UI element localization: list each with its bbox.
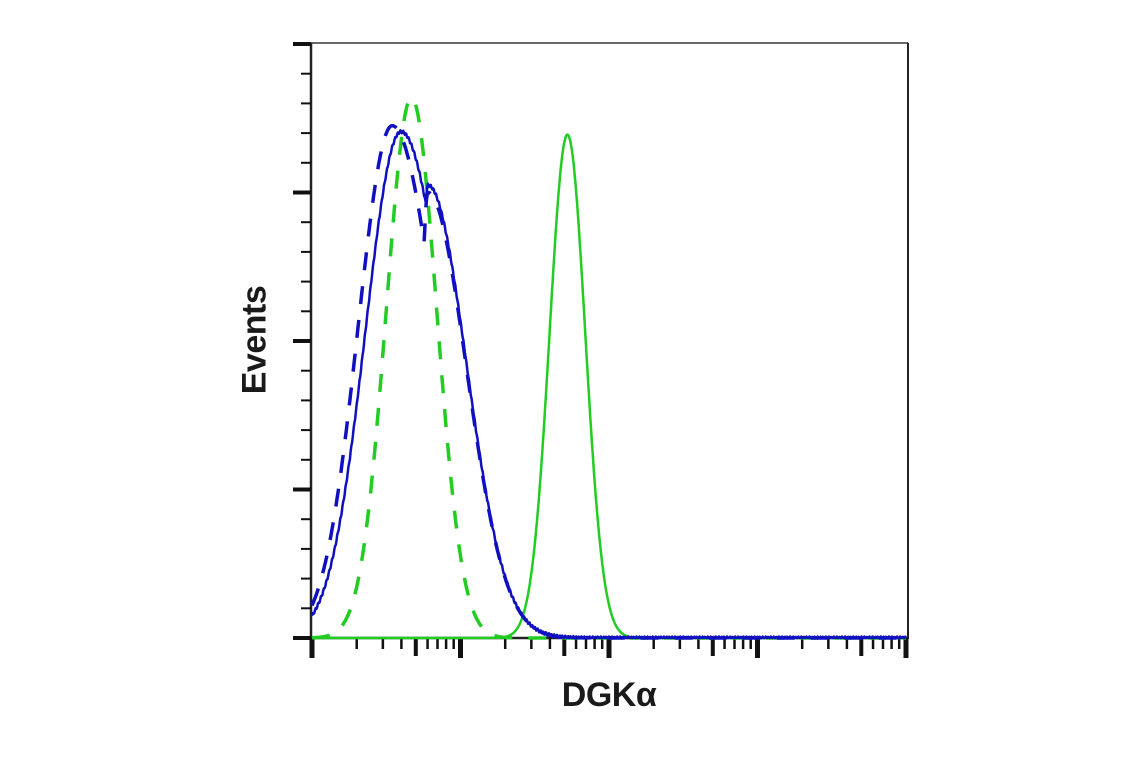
- blue-solid-curve: [310, 129, 907, 640]
- y-axis-label-text: Events: [235, 285, 274, 395]
- green-solid-curve: [311, 133, 907, 640]
- x-axis-label: DGKα: [561, 676, 657, 714]
- green-dashed-curve: [310, 95, 908, 640]
- histogram-curves: [310, 95, 908, 640]
- blue-dashed-curve: [310, 123, 908, 640]
